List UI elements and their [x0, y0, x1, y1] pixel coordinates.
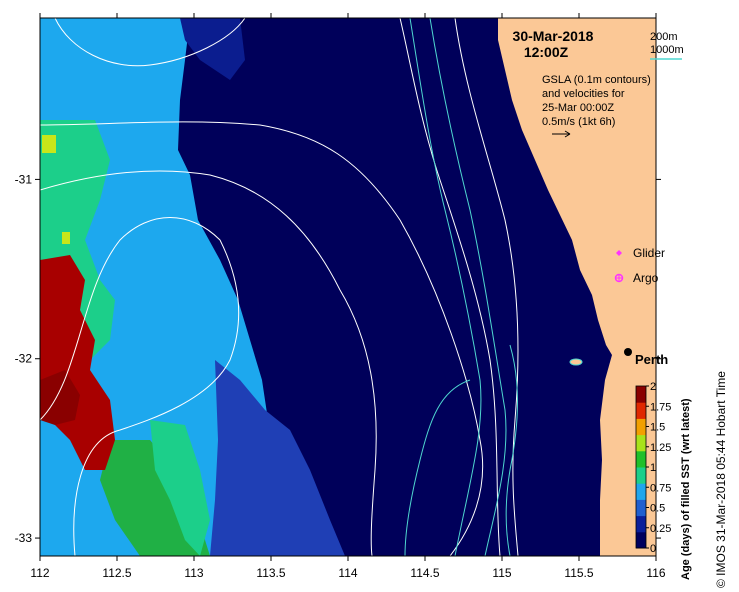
colorbar-swatch [636, 499, 646, 517]
colorbar-swatch [636, 515, 646, 533]
y-tick-label: -32 [15, 352, 33, 366]
x-tick-label: 113 [184, 566, 203, 580]
ocean-patch [180, 18, 245, 80]
colorbar-ticks: 0 0.25 0.5 0.75 1 1.25 1.5 1.75 2 [646, 381, 671, 555]
gsla-note-line: 0.5m/s (1kt 6h) [542, 116, 615, 128]
argo-circle-star-icon [614, 273, 624, 283]
glider-label: Glider [633, 246, 665, 260]
colorbar-swatch [636, 386, 646, 403]
colorbar-tick-label: 0 [650, 543, 656, 555]
colorbar-tick-label: 0.75 [650, 482, 671, 494]
gsla-note-line: and velocities for [542, 88, 625, 100]
x-tick-label: 115.5 [564, 566, 593, 580]
argo-label: Argo [633, 271, 659, 285]
velocity-scale-arrow-icon [552, 130, 571, 138]
gsla-note-line: GSLA (0.1m contours) [542, 74, 651, 86]
gsla-note-line: 25-Mar 00:00Z [542, 102, 614, 114]
gsla-contours [40, 18, 519, 556]
perth-dot-icon [624, 348, 632, 356]
x-tick-label: 114 [338, 566, 357, 580]
x-tick-label: 113.5 [256, 566, 285, 580]
colorbar-swatch [636, 434, 646, 452]
ocean-mid [210, 360, 345, 556]
x-tick-label: 115 [492, 566, 511, 580]
bathymetry-contours [404, 18, 518, 556]
x-axis: 112 112.5 113 113.5 114 114.5 115 115.5 116 [30, 13, 666, 580]
x-tick-label: 114.5 [410, 566, 439, 580]
sst-teal-south [150, 420, 210, 556]
sst-yellow-spot [62, 232, 70, 244]
rottnest-island [569, 358, 583, 366]
x-tick-label: 116 [646, 566, 665, 580]
colorbar-tick-label: 1 [650, 462, 656, 474]
gsla-note: GSLA (0.1m contours) and velocities for … [542, 74, 651, 128]
colorbar [636, 386, 646, 549]
colorbar-tick-label: 2 [650, 381, 656, 393]
colorbar-tick-label: 1.5 [650, 422, 665, 434]
perth-label: Perth [635, 352, 668, 367]
contour-legend-1000m: 1000m [650, 44, 684, 56]
colorbar-swatch [636, 450, 646, 468]
sst-darkred-patch [40, 370, 80, 425]
colorbar-label: Age (days) of filled SST (wrt latest) [680, 398, 692, 580]
y-axis: -31 -32 -33 [15, 172, 661, 545]
contour-legend-200m: 200m [650, 31, 678, 43]
map-field [40, 18, 656, 556]
y-tick-label: -31 [15, 172, 33, 186]
time-label: 12:00Z [524, 44, 569, 60]
colorbar-swatch [636, 531, 646, 549]
colorbar-swatch [636, 402, 646, 419]
x-tick-label: 112 [30, 566, 49, 580]
colorbar-tick-label: 1.25 [650, 442, 671, 454]
y-tick-label: -33 [15, 531, 33, 545]
x-tick-label: 112.5 [102, 566, 131, 580]
credit-label: © IMOS 31-Mar-2018 05:44 Hobart Time [714, 371, 728, 588]
date-label: 30-Mar-2018 [513, 28, 594, 44]
colorbar-tick-label: 0.5 [650, 503, 665, 515]
colorbar-swatch [636, 418, 646, 436]
glider-diamond-icon [616, 250, 622, 256]
sst-yellow-spot [42, 135, 56, 153]
colorbar-swatch [636, 467, 646, 484]
colorbar-tick-label: 1.75 [650, 401, 671, 413]
colorbar-tick-label: 0.25 [650, 523, 671, 535]
colorbar-swatch [636, 483, 646, 500]
